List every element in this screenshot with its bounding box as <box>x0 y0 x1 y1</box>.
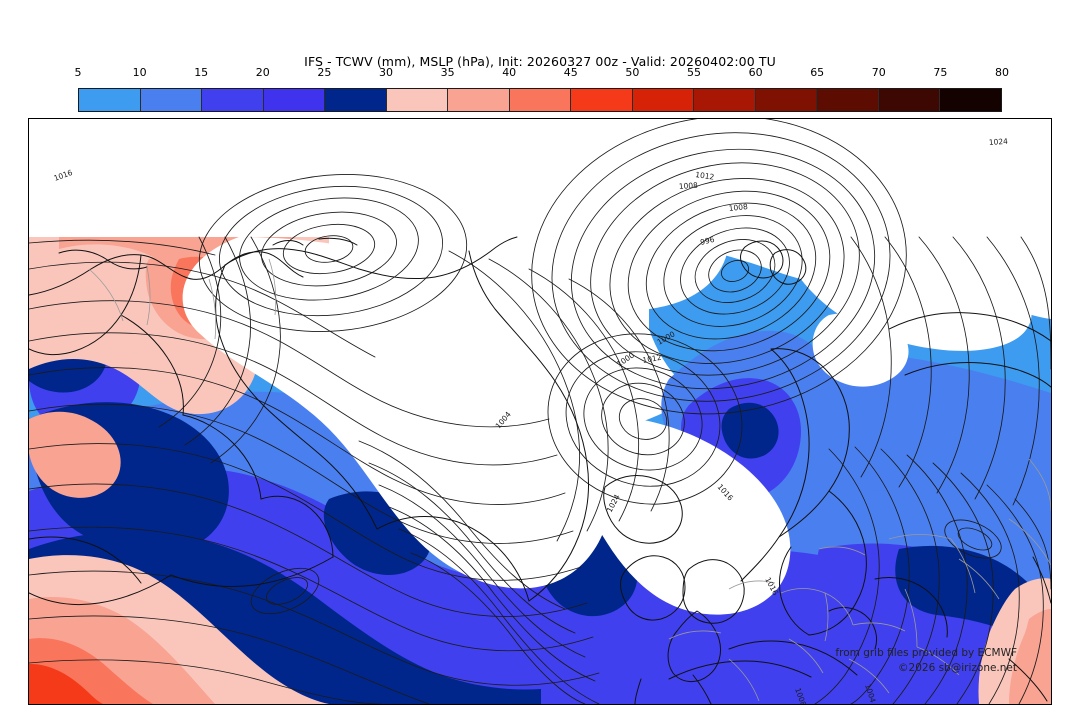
colorbar-tick: 5 <box>74 66 82 79</box>
colorbar-segment <box>940 89 1001 111</box>
mslp-isobar-contours: 1008 1008 1012 996 1000 1000 1004 1024 1… <box>29 119 1051 704</box>
colorbar-tick: 60 <box>748 66 763 79</box>
colorbar-segment <box>571 89 633 111</box>
colorbar-segment <box>325 89 387 111</box>
colorbar-tick: 70 <box>871 66 886 79</box>
svg-text:1004: 1004 <box>863 683 878 704</box>
svg-text:1012: 1012 <box>642 353 663 365</box>
colorbar-tick: 45 <box>563 66 578 79</box>
colorbar-tick: 30 <box>378 66 393 79</box>
svg-text:1016: 1016 <box>716 482 736 502</box>
colorbar-segment <box>202 89 264 111</box>
colorbar-segment <box>386 89 449 111</box>
colorbar-tick: 25 <box>317 66 332 79</box>
colorbar-tick: 80 <box>995 66 1009 79</box>
colorbar-tick: 55 <box>686 66 701 79</box>
colorbar-segment <box>509 89 572 111</box>
colorbar-segment <box>79 89 141 111</box>
chart-title: IFS - TCWV (mm), MSLP (hPa), Init: 20260… <box>304 54 776 69</box>
colorbar-segments <box>78 88 1002 112</box>
svg-text:1008: 1008 <box>679 181 699 191</box>
attribution-source: from grib files provided by ECMWF <box>835 646 1017 659</box>
colorbar-tick: 20 <box>255 66 270 79</box>
tcwv-shaded-field <box>29 119 1051 704</box>
colorbar-tick: 40 <box>502 66 517 79</box>
svg-text:996: 996 <box>699 235 715 247</box>
svg-text:1016: 1016 <box>53 168 74 183</box>
colorbar-tick: 10 <box>132 66 147 79</box>
colorbar-segment <box>140 89 203 111</box>
country-borders <box>88 258 1051 702</box>
svg-text:1008: 1008 <box>728 202 748 213</box>
colorbar-segment <box>263 89 326 111</box>
svg-text:1024: 1024 <box>605 493 622 514</box>
colorbar-segment <box>755 89 818 111</box>
colorbar-tick: 75 <box>933 66 948 79</box>
colorbar-tick: 50 <box>625 66 640 79</box>
colorbar-segment <box>878 89 941 111</box>
svg-text:1008: 1008 <box>793 687 808 704</box>
svg-text:1004: 1004 <box>494 410 513 431</box>
isobar-labels: 1008 1008 1012 996 1000 1000 1004 1024 1… <box>53 137 1009 704</box>
colorbar-tick: 65 <box>810 66 825 79</box>
coastlines <box>29 236 1051 704</box>
colorbar-segment <box>448 89 510 111</box>
svg-text:1024: 1024 <box>989 137 1009 147</box>
attribution: from grib files provided by ECMWF ©2026 … <box>835 646 1017 676</box>
colorbar-tick-labels: 5 10 15 20 25 30 35 40 45 50 55 60 65 70 75 80 <box>74 66 1010 82</box>
svg-text:1016: 1016 <box>763 576 780 597</box>
svg-text:1012: 1012 <box>695 170 715 182</box>
colorbar-segment <box>694 89 756 111</box>
map-canvas[interactable]: 1008 1008 1012 996 1000 1000 1004 1024 1… <box>28 118 1052 705</box>
attribution-copyright: ©2026 sb@irizone.net <box>898 661 1017 674</box>
colorbar-segment <box>632 89 695 111</box>
colorbar <box>78 88 1002 112</box>
colorbar-tick: 35 <box>440 66 455 79</box>
colorbar-segment <box>817 89 879 111</box>
colorbar-tick: 15 <box>194 66 209 79</box>
